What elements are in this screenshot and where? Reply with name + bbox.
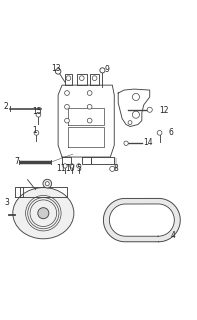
Circle shape: [38, 208, 49, 219]
Text: 13: 13: [51, 64, 61, 73]
Circle shape: [87, 91, 92, 95]
Text: 12: 12: [159, 106, 168, 115]
Circle shape: [65, 118, 69, 123]
Circle shape: [34, 131, 39, 135]
Text: 9: 9: [105, 65, 110, 74]
Circle shape: [70, 164, 74, 168]
Circle shape: [55, 68, 61, 74]
Text: 8: 8: [114, 164, 119, 173]
Circle shape: [132, 93, 139, 100]
Text: 11: 11: [56, 164, 66, 173]
Circle shape: [92, 76, 97, 81]
Text: 7: 7: [14, 157, 19, 166]
Text: 5: 5: [76, 164, 81, 173]
Text: 15: 15: [33, 107, 42, 116]
Circle shape: [45, 182, 49, 186]
Text: 6: 6: [169, 128, 174, 137]
Circle shape: [65, 91, 69, 95]
Text: 1: 1: [32, 126, 37, 135]
Text: 3: 3: [5, 198, 9, 207]
Text: 4: 4: [171, 231, 176, 240]
Circle shape: [100, 68, 105, 73]
Circle shape: [77, 164, 81, 168]
Circle shape: [124, 141, 128, 145]
Circle shape: [79, 76, 84, 81]
Circle shape: [65, 104, 69, 109]
Circle shape: [43, 179, 52, 188]
Polygon shape: [109, 204, 174, 236]
Circle shape: [147, 107, 152, 112]
Polygon shape: [103, 198, 180, 242]
Circle shape: [128, 121, 132, 124]
Circle shape: [36, 112, 41, 117]
Circle shape: [66, 76, 71, 81]
Circle shape: [63, 164, 67, 168]
Circle shape: [87, 118, 92, 123]
Circle shape: [132, 111, 139, 118]
Circle shape: [157, 131, 162, 135]
Text: 14: 14: [143, 138, 152, 147]
Ellipse shape: [13, 188, 74, 239]
Text: 2: 2: [4, 102, 8, 111]
Circle shape: [87, 104, 92, 109]
Circle shape: [110, 166, 115, 172]
Text: 10: 10: [65, 164, 75, 173]
